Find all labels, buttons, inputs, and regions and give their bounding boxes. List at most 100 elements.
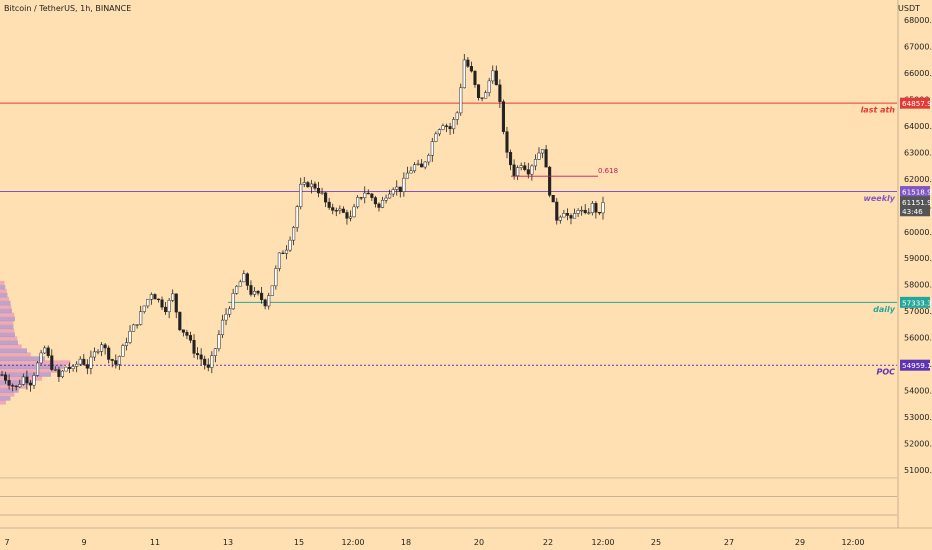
candle-body	[469, 66, 473, 72]
candle-body	[508, 152, 513, 166]
candle-body	[25, 376, 29, 384]
y-tick-label: 63000.00	[904, 148, 932, 157]
x-tick-label: 12:00	[841, 538, 864, 547]
level-label-poc: POC	[876, 368, 895, 377]
candle-body	[235, 285, 239, 294]
candle-body	[32, 375, 36, 386]
volume-profile-bar	[0, 328, 15, 334]
y-tick-label: 56000.00	[904, 334, 932, 343]
price-tag-text: 54959.18	[902, 361, 932, 370]
candle-body	[398, 186, 402, 192]
candle-body	[498, 84, 502, 102]
candle-body	[366, 192, 370, 195]
candle-body	[149, 294, 153, 300]
y-tick-label: 68000.00	[904, 16, 932, 25]
volume-profile-bar	[0, 336, 18, 342]
price-tag	[900, 97, 930, 109]
candle-body	[565, 213, 569, 216]
candle-body	[519, 165, 523, 168]
candle-body	[256, 291, 260, 294]
candle-body	[28, 382, 32, 386]
x-tick-label: 13	[223, 538, 233, 547]
candle-body	[444, 125, 449, 127]
x-tick-label: 18	[401, 538, 411, 547]
candle-body	[14, 385, 18, 388]
candle-body	[576, 210, 580, 214]
candle-body	[57, 369, 61, 377]
candle-body	[128, 331, 132, 343]
candle-body	[249, 285, 253, 295]
volume-profile-bar	[0, 324, 14, 330]
candle-body	[231, 293, 235, 310]
candle-body	[64, 366, 68, 372]
candle-body	[181, 329, 185, 333]
candle-body	[341, 208, 345, 213]
candle-body	[60, 370, 65, 377]
candle-body	[533, 159, 537, 167]
candle-body	[185, 332, 189, 336]
candle-body	[597, 211, 601, 214]
candle-body	[558, 216, 562, 221]
candle-body	[327, 201, 331, 208]
volume-profile-bar	[0, 320, 14, 326]
y-tick-label: 59000.00	[904, 254, 932, 263]
y-tick-label: 58000.00	[904, 281, 932, 290]
candle-body	[75, 363, 79, 367]
level-label-last-ath: last ath	[861, 106, 896, 115]
candle-body	[53, 369, 57, 371]
candle-body	[437, 129, 441, 135]
candle-body	[409, 170, 413, 174]
volume-profile-bar	[0, 356, 45, 361]
candle-body	[388, 193, 392, 199]
candle-body	[92, 351, 97, 358]
candle-body	[7, 380, 11, 386]
volume-profile-bar	[0, 376, 42, 381]
volume-profile-bar	[0, 296, 9, 302]
y-tick-label: 66000.00	[904, 69, 932, 78]
candle-body	[260, 292, 264, 301]
candle-body	[569, 215, 573, 219]
candle-body	[220, 319, 225, 335]
candle-body	[281, 252, 285, 254]
volume-profile-bar	[0, 388, 19, 393]
candle-body	[501, 101, 505, 132]
candle-body	[373, 197, 377, 205]
candle-body	[370, 193, 374, 198]
candle-body	[43, 347, 47, 354]
candle-body	[505, 131, 509, 153]
candle-body	[78, 358, 82, 365]
candle-body	[430, 141, 434, 156]
candle-body	[252, 291, 257, 295]
currency-label: USDT	[898, 4, 920, 13]
y-tick-label: 67000.00	[904, 42, 932, 51]
candle-body	[313, 183, 317, 189]
candle-body	[334, 210, 338, 212]
candle-body	[121, 345, 125, 357]
candle-body	[156, 298, 161, 301]
candle-body	[224, 313, 228, 321]
candle-body	[274, 268, 278, 287]
candle-body	[601, 202, 605, 214]
candle-body	[228, 308, 232, 315]
candle-body	[548, 166, 552, 196]
candle-body	[494, 70, 498, 86]
candle-body	[171, 293, 175, 301]
candle-body	[160, 299, 164, 308]
candle-body	[277, 252, 281, 269]
volume-profile-bar	[0, 300, 11, 306]
candle-body	[292, 227, 296, 241]
candle-body	[21, 376, 25, 385]
volume-profile-bar	[0, 400, 6, 405]
candle-body	[476, 84, 481, 98]
candle-body	[100, 344, 104, 352]
chart-title: Bitcoin / TetherUS, 1h, BINANCE	[4, 4, 131, 13]
y-tick-label: 57000.00	[904, 307, 932, 316]
candle-body	[316, 187, 321, 194]
candle-body	[427, 155, 431, 163]
candle-body	[50, 355, 54, 370]
x-tick-label: 15	[294, 538, 304, 547]
candle-body	[135, 324, 139, 326]
x-tick-label: 7	[4, 538, 9, 547]
